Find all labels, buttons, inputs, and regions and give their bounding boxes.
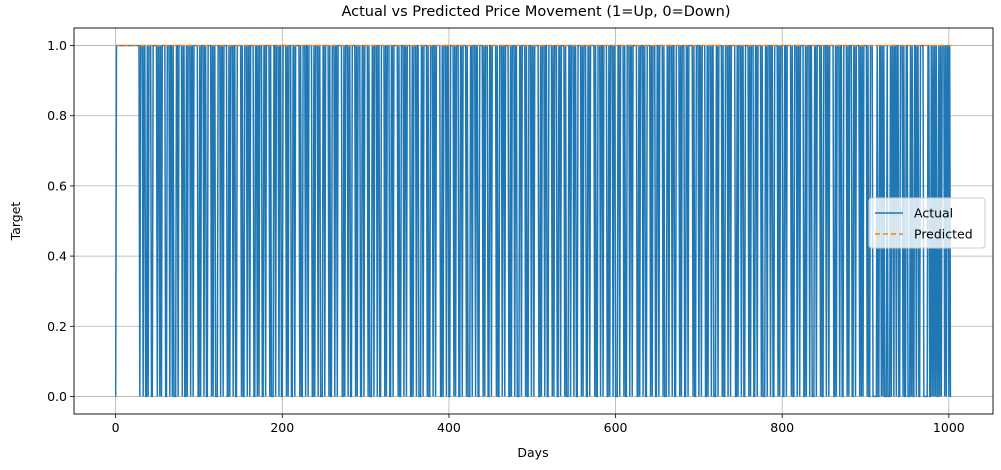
y-tick-label: 0.4 — [47, 249, 67, 264]
y-axis: 0.0 0.2 0.4 0.6 0.8 1.0 — [47, 38, 74, 404]
plot-lines — [116, 44, 952, 397]
legend-box — [868, 197, 986, 249]
x-tick-label: 200 — [270, 420, 294, 435]
plot-frame — [73, 27, 994, 415]
x-axis: 0 200 400 600 800 1000 — [112, 414, 965, 435]
x-tick-label: 0 — [112, 420, 120, 435]
y-tick-label: 0.8 — [47, 108, 67, 123]
x-tick-label: 800 — [770, 420, 794, 435]
x-tick-label: 400 — [437, 420, 461, 435]
actual-series-line — [116, 46, 952, 397]
x-axis-label: Days — [517, 445, 548, 460]
chart-title: Actual vs Predicted Price Movement (1=Up… — [341, 4, 730, 20]
y-tick-label: 0.6 — [47, 178, 67, 193]
x-tick-label: 1000 — [933, 420, 965, 435]
legend-predicted-label: Predicted — [914, 227, 973, 242]
y-tick-label: 1.0 — [47, 38, 67, 53]
legend-actual-label: Actual — [914, 206, 953, 221]
legend: Actual Predicted — [868, 197, 986, 249]
y-axis-label: Target — [8, 202, 23, 242]
y-tick-label: 0.0 — [47, 389, 67, 404]
y-tick-label: 0.2 — [47, 319, 67, 334]
x-tick-label: 600 — [604, 420, 628, 435]
